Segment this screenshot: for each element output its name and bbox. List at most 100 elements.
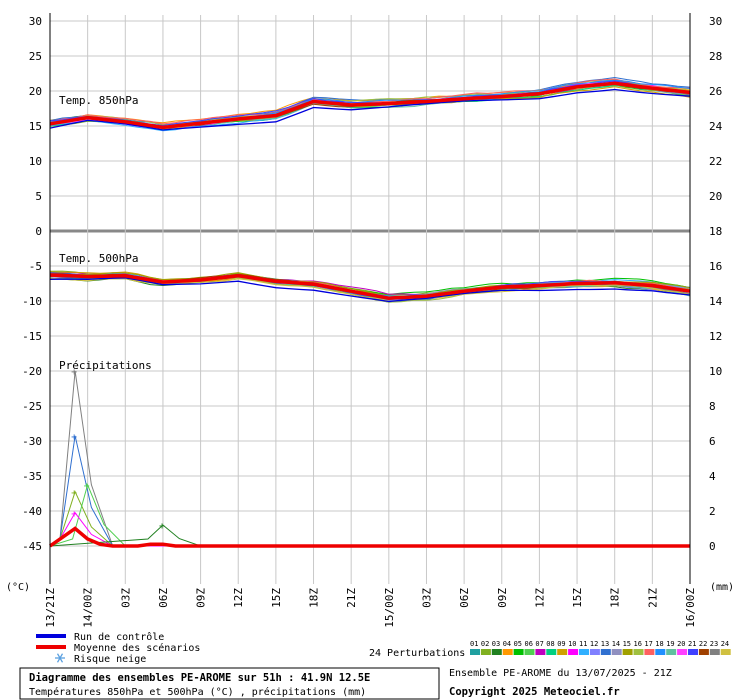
member-key-number: 18 [655, 640, 663, 648]
chart-subtitle: Températures 850hPa et 500hPa (°C) , pré… [29, 686, 366, 698]
precip-mean-line [49, 526, 690, 548]
x-tick-label: 14/00Z [82, 588, 95, 628]
left-axis-unit: (°C) [6, 582, 30, 593]
right-tick-label: 16 [709, 260, 722, 273]
member-key-number: 21 [688, 640, 696, 648]
precip-member-line [49, 524, 690, 547]
member-line [49, 78, 691, 125]
member-key-swatch [546, 649, 557, 655]
x-tick-label: 09Z [496, 588, 509, 608]
left-tick-label: 30 [29, 15, 42, 28]
mean-line [49, 273, 691, 300]
x-tick-label: 15Z [571, 588, 584, 608]
member-key-number: 22 [699, 640, 707, 648]
left-tick-label: 25 [29, 50, 42, 63]
member-key-number: 01 [470, 640, 478, 648]
right-tick-label: 26 [709, 85, 722, 98]
member-key-number: 08 [546, 640, 554, 648]
member-key-swatch [568, 649, 579, 655]
right-tick-label: 20 [709, 190, 722, 203]
member-key-swatch [470, 649, 480, 655]
left-tick-label: -30 [22, 435, 42, 448]
left-tick-label: -40 [22, 505, 42, 518]
panel-label-t500: Temp. 500hPa [59, 252, 138, 265]
copyright: Copyright 2025 Meteociel.fr [449, 686, 620, 698]
left-tick-label: -45 [22, 540, 42, 553]
left-tick-label: 10 [29, 155, 42, 168]
left-tick-label: 20 [29, 85, 42, 98]
right-precip-tick-label: 6 [709, 435, 716, 448]
member-key-number: 02 [481, 640, 489, 648]
right-precip-tick-label: 0 [709, 540, 716, 553]
member-key-swatch [698, 649, 709, 655]
right-tick-label: 14 [709, 295, 723, 308]
member-key-swatch [633, 649, 644, 655]
x-tick-label: 12Z [232, 588, 245, 608]
control-line [49, 277, 691, 303]
member-key-swatch [655, 649, 666, 655]
member-key-number: 23 [710, 640, 718, 648]
left-tick-label: 5 [35, 190, 42, 203]
member-key-swatch [535, 649, 546, 655]
left-tick-label: -35 [22, 470, 42, 483]
member-key-number: 24 [721, 640, 729, 648]
chart-title: Diagramme des ensembles PE-AROME sur 51h… [29, 672, 370, 684]
x-tick-label: 13/21Z [44, 588, 57, 628]
left-tick-label: 15 [29, 120, 42, 133]
panel-label-t850: Temp. 850hPa [59, 94, 138, 107]
member-key-number: 05 [514, 640, 522, 648]
member-key-swatch [600, 649, 611, 655]
precip-peak-marker: + [71, 367, 77, 378]
member-key-swatch [524, 649, 535, 655]
panel-label-precip: Précipitations [59, 359, 152, 372]
chart-grid [49, 15, 691, 584]
member-key-number: 19 [666, 640, 674, 648]
member-key-number: 20 [677, 640, 685, 648]
x-tick-label: 09Z [195, 588, 208, 608]
precip-member-line [49, 511, 690, 547]
member-color-key: 01 02 03 04 05 06 07 08 09 10 11 12 13 14 15 16 17 18 19 20… [470, 640, 731, 655]
x-tick-label: 21Z [646, 588, 659, 608]
left-tick-label: -5 [29, 260, 42, 273]
right-precip-tick-label: 2 [709, 505, 716, 518]
x-tick-label: 03Z [119, 588, 132, 608]
member-key-number: 07 [535, 640, 543, 648]
title-box [19, 667, 440, 700]
right-precip-tick-label: 10 [709, 365, 722, 378]
member-key-number: 09 [557, 640, 565, 648]
legend-mean-label: Moyenne des scénarios [74, 642, 200, 654]
right-axis-unit: (mm) [710, 582, 734, 593]
member-key-swatch [709, 649, 720, 655]
member-key-number: 17 [644, 640, 652, 648]
member-key-swatch [557, 649, 568, 655]
member-key-swatch [622, 649, 633, 655]
member-key-swatch [666, 649, 677, 655]
precip-member-line [49, 370, 690, 547]
right-precip-tick-label: 4 [709, 470, 716, 483]
member-key-number: 04 [503, 640, 511, 648]
precip-member-line [49, 483, 690, 547]
x-tick-label: 06Z [157, 588, 170, 608]
member-key-number: 12 [590, 640, 598, 648]
x-tick-label: 16/00Z [684, 588, 697, 628]
member-key-swatch [720, 649, 731, 655]
precip-peak-marker: + [71, 432, 77, 443]
legend-control-label: Run de contrôle [74, 631, 164, 643]
member-key-swatch [480, 649, 491, 655]
right-tick-label: 30 [709, 15, 722, 28]
right-tick-label: 18 [709, 225, 722, 238]
member-key-swatch [611, 649, 622, 655]
legend-snow-label: Risque neige [74, 654, 146, 665]
member-key-swatch [502, 649, 513, 655]
left-tick-label: 0 [35, 225, 42, 238]
mean-lines [49, 81, 691, 548]
x-tick-label: 06Z [458, 588, 471, 608]
member-key-number: 11 [579, 640, 587, 648]
right-tick-label: 24 [709, 120, 723, 133]
member-key-number: 16 [634, 640, 642, 648]
right-tick-label: 22 [709, 155, 722, 168]
precip-peak-marker: + [71, 509, 77, 520]
control-line [49, 88, 691, 131]
x-tick-label: 21Z [345, 588, 358, 608]
